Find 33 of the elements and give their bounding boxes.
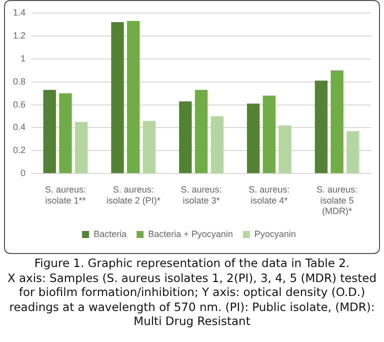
bar	[43, 90, 56, 174]
bar	[314, 80, 328, 174]
bar	[346, 131, 360, 174]
y-tick-label: 0.6	[12, 99, 26, 110]
bar	[179, 101, 192, 174]
bar	[330, 70, 344, 174]
y-tick-label: 1.4	[12, 7, 26, 18]
legend-label: Bacteria	[94, 228, 127, 239]
bar	[210, 116, 224, 174]
bar	[194, 90, 208, 174]
legend-label: Pyocyanin	[254, 228, 296, 239]
legend-label: Bacteria + Pyocyanin	[148, 228, 233, 239]
y-tick-label: 0.4	[12, 122, 26, 132]
bar	[74, 122, 88, 174]
bar	[262, 96, 276, 174]
bar	[59, 93, 72, 174]
y-tick-label: 0.2	[12, 145, 26, 156]
y-tick-label: 0	[20, 168, 26, 178]
y-tick-label: 0.8	[12, 76, 26, 86]
bar	[246, 104, 260, 174]
x-tick-label: S. aureus: isolate 2 (PI)*	[106, 184, 161, 206]
x-tick-label: S. aureus: isolate 4*	[248, 184, 290, 206]
x-tick-label: S. aureus: isolate 5 (MDR)*	[316, 184, 358, 216]
bar	[278, 125, 292, 174]
bar	[127, 21, 140, 174]
text: Figure 1. Graphic representation of the data in Table 2.	[33, 256, 351, 270]
text: X axis: Samples (S. aureus isolates 1, 2(PI), 3, 4, 5 (MDR) tested for biofilm formation/inhibition; Y axis: optical density (O.D.) readings at a wavelength of 570 nm. (PI): Public isolate, (MDR): Multi Drug Resistant	[6, 270, 378, 328]
bar	[142, 120, 156, 174]
x-tick-label: S. aureus: isolate 1**	[44, 184, 86, 206]
y-tick-label: 1.2	[12, 30, 26, 40]
y-tick-label: 1	[20, 53, 26, 64]
bar	[111, 22, 124, 174]
x-tick-label: S. aureus: isolate 3*	[180, 184, 222, 206]
